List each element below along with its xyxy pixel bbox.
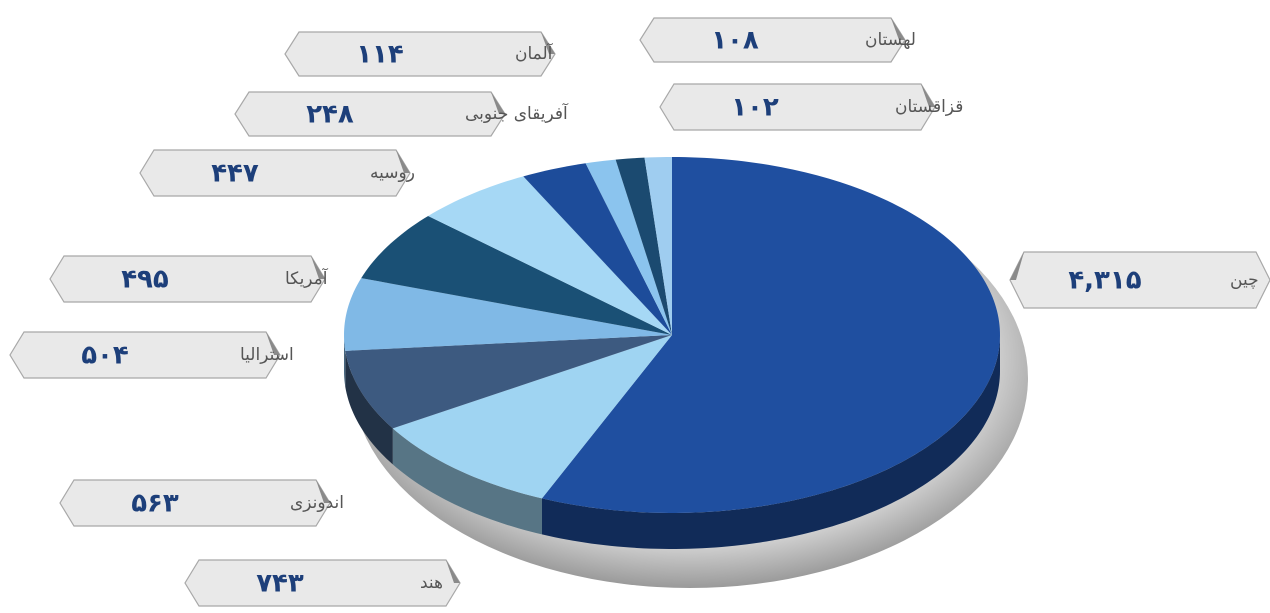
slice (428, 176, 672, 335)
slice (541, 157, 1000, 513)
value-label: ۷۴۳ (256, 569, 304, 599)
slice (392, 335, 672, 499)
category-label: چین (1230, 270, 1259, 290)
value-label: ۴۴۷ (211, 159, 259, 189)
slice (345, 335, 672, 429)
callout-tip (311, 256, 325, 279)
slice (344, 278, 672, 351)
callout-tip (316, 480, 330, 503)
callout: آمریکا ۴۹۵ (49, 255, 329, 303)
category-label: آمریکا (285, 267, 329, 289)
callout: روسیه ۴۴۷ (139, 149, 415, 197)
category-label: قزاقستان (895, 97, 963, 117)
category-label: آلمان (515, 42, 554, 64)
slice (585, 159, 672, 335)
value-label: ۲۴۸ (306, 100, 354, 130)
category-label: آفریقای جنوبی (465, 102, 569, 124)
value-label: ۱۰۸ (711, 26, 759, 56)
callout: هند ۷۴۳ (184, 559, 461, 607)
category-label: لهستان (865, 30, 916, 50)
callout-tip (446, 560, 460, 583)
callout-tip (541, 32, 555, 54)
category-label: اندونزی (290, 493, 344, 513)
value-label: ۱۰۲ (731, 93, 779, 123)
slice (644, 157, 672, 335)
callout-tip (1010, 252, 1024, 280)
value-label: ۴,۳۱۵ (1068, 266, 1141, 296)
value-label: ۴۹۵ (121, 265, 169, 295)
callout: اندونزی ۵۶۳ (59, 479, 344, 527)
slice-side (541, 335, 1000, 549)
slice (523, 163, 672, 335)
callout: قزاقستان ۱۰۲ (659, 83, 963, 131)
slice-side (344, 335, 346, 387)
slice-side (345, 350, 393, 465)
callout-tip (491, 92, 505, 114)
category-label: استرالیا (240, 345, 294, 365)
callout: آفریقای جنوبی ۲۴۸ (234, 91, 569, 137)
callout-box (184, 559, 461, 607)
slice-side (392, 428, 542, 535)
callout-tip (921, 84, 935, 107)
callout: استرالیا ۵۰۴ (9, 331, 294, 379)
category-label: روسیه (370, 163, 415, 183)
callout-tip (266, 332, 280, 355)
callout-box (659, 83, 936, 131)
value-label: ۵۶۳ (131, 489, 179, 519)
category-label: هند (420, 573, 443, 593)
callout-box (49, 255, 326, 303)
value-label: ۱۱۴ (356, 40, 404, 70)
callout: چین ۴,۳۱۵ (1009, 251, 1270, 309)
callout-tip (396, 150, 410, 173)
slice (615, 157, 672, 335)
callout: آلمان ۱۱۴ (284, 31, 556, 77)
callout-tip (891, 18, 905, 40)
value-label: ۵۰۴ (81, 341, 129, 371)
slice (361, 215, 672, 335)
callout: لهستان ۱۰۸ (639, 17, 916, 63)
